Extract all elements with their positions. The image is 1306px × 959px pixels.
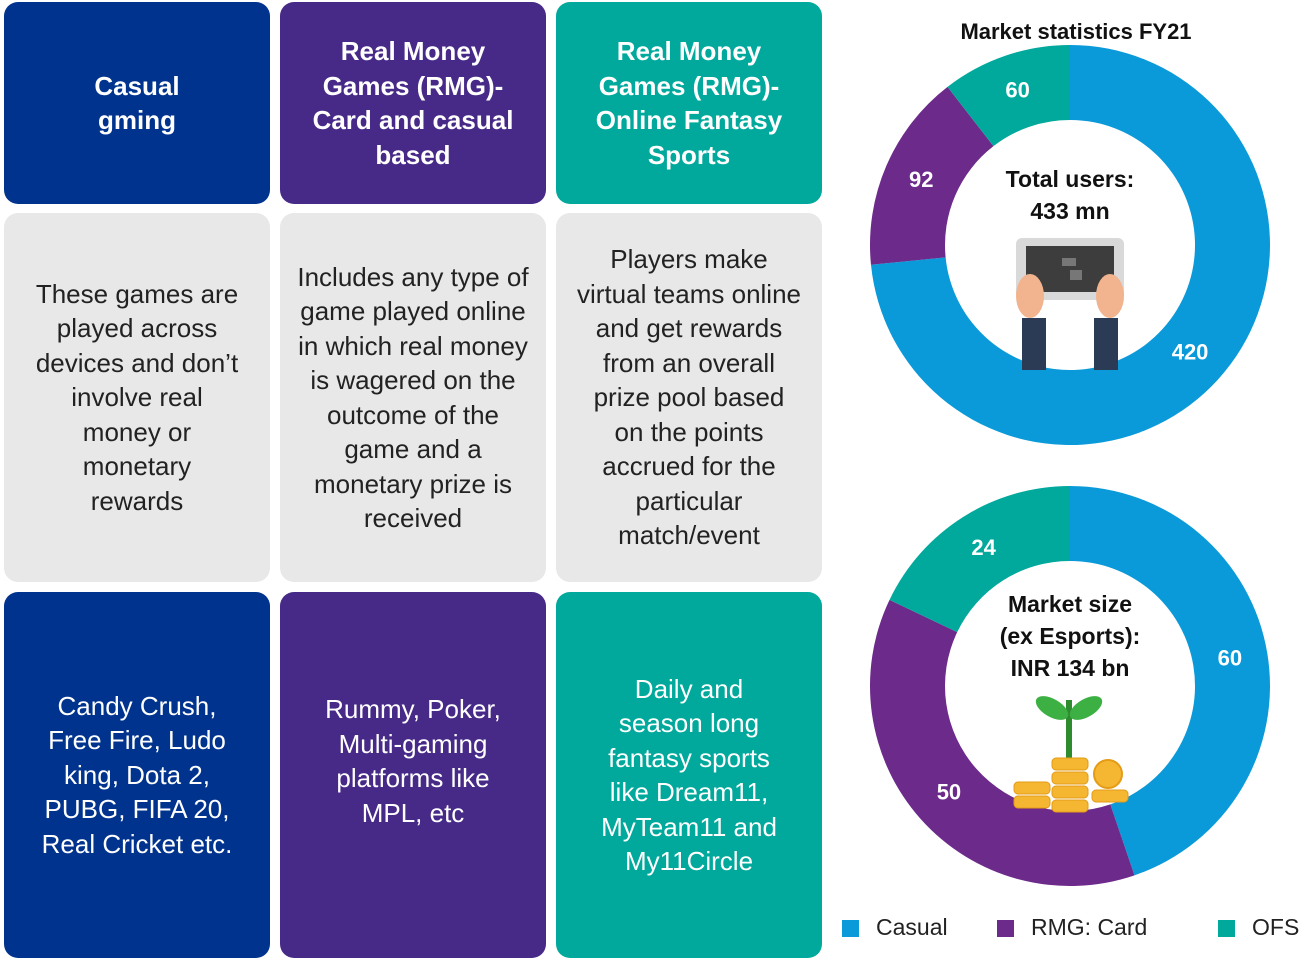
header-text: Casual gming	[94, 70, 180, 136]
icon-part	[1069, 696, 1103, 720]
donut-slice	[889, 486, 1070, 633]
header-text: Real Money Games (RMG)-Online Fantasy Sp…	[595, 36, 783, 170]
examples-cell: Candy Crush, Free Fire, Ludo king, Dota …	[4, 592, 270, 958]
column-header: Casual gming	[4, 2, 270, 204]
description-cell: Includes any type of game played online …	[280, 213, 546, 582]
legend-swatch	[1218, 920, 1235, 937]
header-text: Real Money Games (RMG)-Card and casual b…	[312, 36, 514, 170]
center-text: Total users:	[1006, 166, 1135, 192]
donut-slice	[870, 45, 1270, 445]
column-header: Real Money Games (RMG)-Card and casual b…	[280, 2, 546, 204]
legend-swatch	[997, 920, 1014, 937]
icon-part	[1066, 700, 1072, 760]
icon-part	[1035, 696, 1069, 720]
legend-label: RMG: Card	[1031, 914, 1147, 940]
icon-part	[1051, 771, 1089, 785]
data-label: 92	[909, 167, 933, 192]
column-header: Real Money Games (RMG)-Online Fantasy Sp…	[556, 2, 822, 204]
donut-slice	[870, 599, 1135, 886]
center-text: 433 mn	[1030, 198, 1109, 224]
data-label: 24	[971, 535, 996, 560]
icon-part	[1013, 781, 1051, 795]
donut-slice	[1070, 486, 1270, 876]
description-cell: Players make virtual teams online and ge…	[556, 213, 822, 582]
description-text: Players make virtual teams online and ge…	[577, 244, 801, 551]
data-label: 50	[937, 779, 961, 804]
legend-swatch	[842, 920, 859, 937]
examples-cell: Rummy, Poker, Multi-gaming platforms lik…	[280, 592, 546, 958]
icon-part	[1094, 318, 1118, 370]
description-text: Includes any type of game played online …	[297, 261, 529, 534]
examples-text: Candy Crush, Free Fire, Ludo king, Dota …	[41, 690, 233, 859]
description-text: These games are played across devices an…	[35, 278, 239, 516]
center-text: (ex Esports):	[1000, 623, 1141, 649]
center-text: Market size	[1008, 591, 1132, 617]
icon-part	[1051, 799, 1089, 813]
data-label: 60	[1005, 78, 1029, 103]
legend-label: Casual	[876, 914, 948, 940]
legend-label: OFS	[1252, 914, 1299, 940]
examples-cell: Daily and season long fantasy sports lik…	[556, 592, 822, 958]
chart-title: Market statistics FY21	[960, 19, 1191, 44]
examples-text: Rummy, Poker, Multi-gaming platforms lik…	[325, 694, 501, 828]
icon-part	[1013, 795, 1051, 809]
donut-slice	[869, 86, 994, 265]
icon-part	[1093, 759, 1123, 789]
icon-part	[1016, 274, 1044, 318]
icon-part	[1022, 318, 1046, 370]
data-label: 60	[1218, 645, 1242, 670]
icon-part	[1051, 757, 1089, 771]
examples-text: Daily and season long fantasy sports lik…	[601, 673, 777, 877]
icon-part	[1096, 274, 1124, 318]
icons	[1013, 238, 1129, 813]
data-label: 420	[1172, 340, 1209, 365]
icon-part	[1070, 270, 1082, 280]
donut-slice	[947, 45, 1070, 147]
icon-part	[1091, 789, 1129, 803]
icon-part	[1051, 785, 1089, 799]
description-cell: These games are played across devices an…	[4, 213, 270, 582]
icon-part	[1062, 258, 1076, 266]
center-text: INR 134 bn	[1011, 655, 1130, 681]
